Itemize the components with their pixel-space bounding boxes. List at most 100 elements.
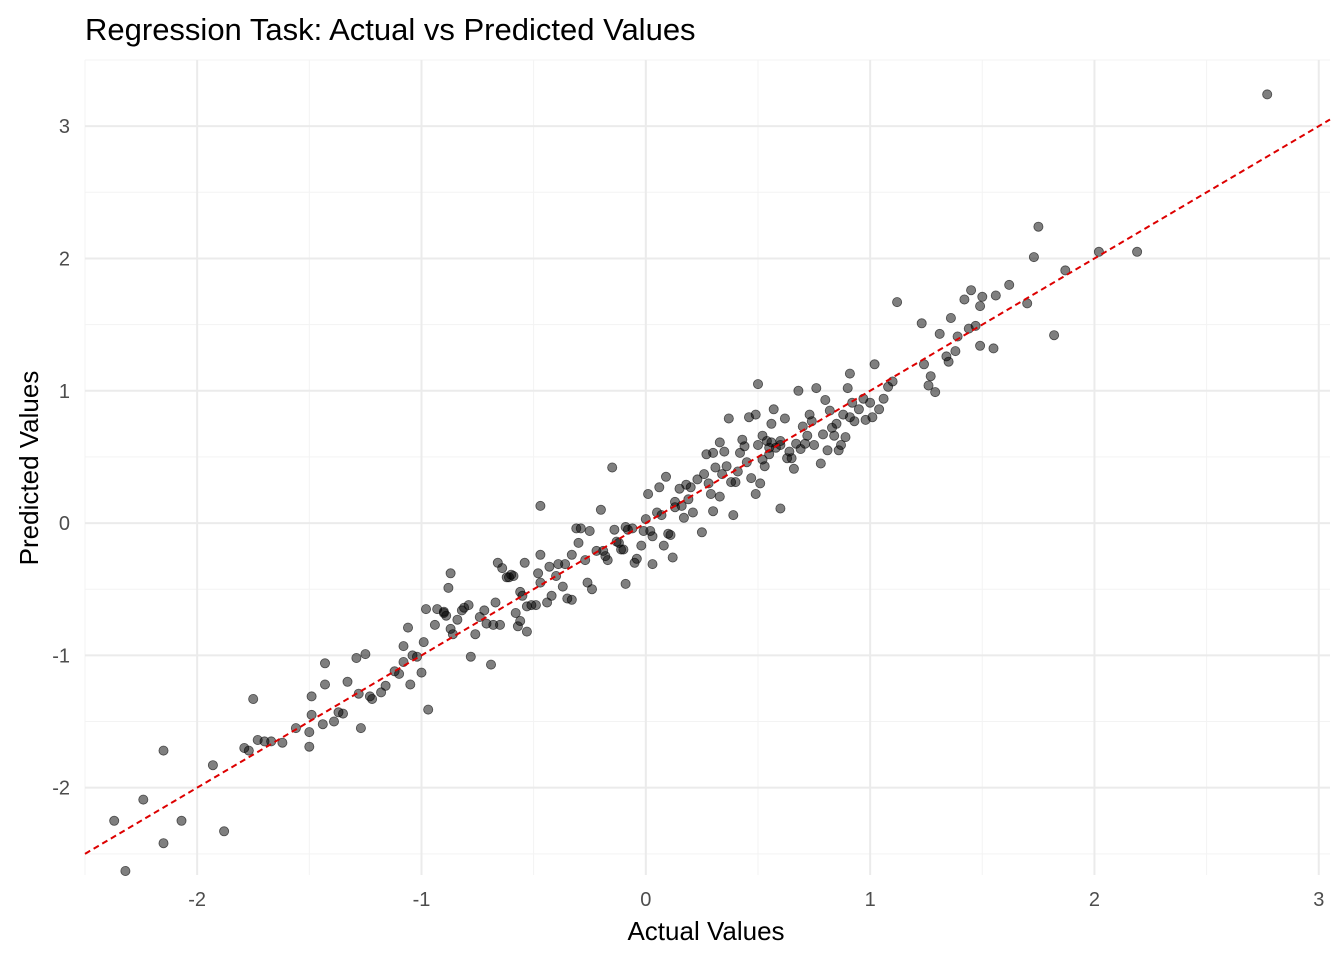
data-point <box>618 544 629 555</box>
data-point <box>678 512 689 523</box>
data-point <box>714 491 725 502</box>
data-point <box>822 445 833 456</box>
data-point <box>966 285 977 296</box>
data-point <box>429 619 440 630</box>
data-point <box>658 540 669 551</box>
data-point <box>595 504 606 515</box>
data-point <box>470 629 481 640</box>
data-point <box>423 704 434 715</box>
data-point <box>831 418 842 429</box>
data-point <box>705 488 716 499</box>
data-point <box>802 430 813 441</box>
data-point <box>977 291 988 302</box>
data-point <box>836 439 847 450</box>
minor-gridlines <box>84 59 1330 875</box>
data-point <box>494 619 505 630</box>
data-point <box>402 622 413 633</box>
data-point <box>521 626 532 637</box>
data-point <box>560 559 571 570</box>
data-point <box>820 394 831 405</box>
data-point <box>1033 221 1044 232</box>
data-point <box>557 581 568 592</box>
data-point <box>728 510 739 521</box>
data-point <box>692 474 703 485</box>
data-point <box>878 393 889 404</box>
data-point <box>923 380 934 391</box>
data-point <box>853 404 864 415</box>
data-point <box>207 760 218 771</box>
data-point <box>607 462 618 473</box>
data-point <box>685 482 696 493</box>
data-point <box>519 557 530 568</box>
data-point <box>508 571 519 582</box>
data-point <box>441 610 452 621</box>
data-point <box>418 637 429 648</box>
chart-title: Regression Task: Actual vs Predicted Val… <box>85 12 696 47</box>
data-point <box>587 584 598 595</box>
major-gridlines <box>85 60 1330 875</box>
data-point <box>753 379 764 390</box>
x-tick-label: 1 <box>865 889 876 911</box>
data-point <box>786 453 797 464</box>
data-point <box>643 488 654 499</box>
data-point <box>405 679 416 690</box>
data-point <box>546 590 557 601</box>
data-point <box>779 413 790 424</box>
data-point <box>317 719 328 730</box>
data-point <box>874 404 885 415</box>
x-axis-tick-labels: -2 -1 0 1 2 3 <box>188 889 1324 911</box>
data-point <box>721 461 732 472</box>
y-tick-label: -2 <box>52 778 70 800</box>
data-point <box>158 745 169 756</box>
data-point <box>746 473 757 484</box>
data-point <box>304 727 315 738</box>
data-point <box>755 478 766 489</box>
data-point <box>319 679 330 690</box>
data-point <box>1049 330 1060 341</box>
data-point <box>248 694 259 705</box>
data-point <box>566 549 577 560</box>
data-point <box>631 553 642 564</box>
y-tick-label: 1 <box>59 381 70 403</box>
data-point <box>759 461 770 472</box>
data-point <box>219 826 230 837</box>
data-point <box>818 429 829 440</box>
data-point <box>1060 265 1071 276</box>
data-point <box>815 458 826 469</box>
data-point <box>892 297 903 308</box>
data-point <box>710 462 721 473</box>
data-point <box>535 549 546 560</box>
data-point <box>788 463 799 474</box>
x-tick-label: 0 <box>640 889 651 911</box>
data-point <box>809 439 820 450</box>
data-point <box>975 340 986 351</box>
data-point <box>1093 246 1104 257</box>
data-point <box>319 658 330 669</box>
data-point <box>485 659 496 670</box>
data-point <box>304 741 315 752</box>
data-point <box>544 561 555 572</box>
data-point <box>867 412 878 423</box>
data-point <box>661 471 672 482</box>
data-point <box>988 343 999 354</box>
data-point <box>443 582 454 593</box>
data-point <box>703 478 714 489</box>
data-point <box>844 368 855 379</box>
y-tick-label: -1 <box>52 645 70 667</box>
y-tick-label: 0 <box>59 513 70 535</box>
data-point <box>768 404 779 415</box>
x-tick-label: -2 <box>188 889 206 911</box>
y-axis-title: Predicted Values <box>14 371 44 566</box>
data-point <box>1132 246 1143 257</box>
data-point <box>750 488 761 499</box>
data-point <box>865 397 876 408</box>
data-point <box>647 559 658 570</box>
data-point <box>840 432 851 443</box>
data-point <box>566 594 577 605</box>
data-point <box>975 301 986 312</box>
data-point <box>775 503 786 514</box>
data-point <box>575 523 586 534</box>
data-point <box>602 555 613 566</box>
data-point <box>620 578 631 589</box>
data-point <box>510 608 521 619</box>
